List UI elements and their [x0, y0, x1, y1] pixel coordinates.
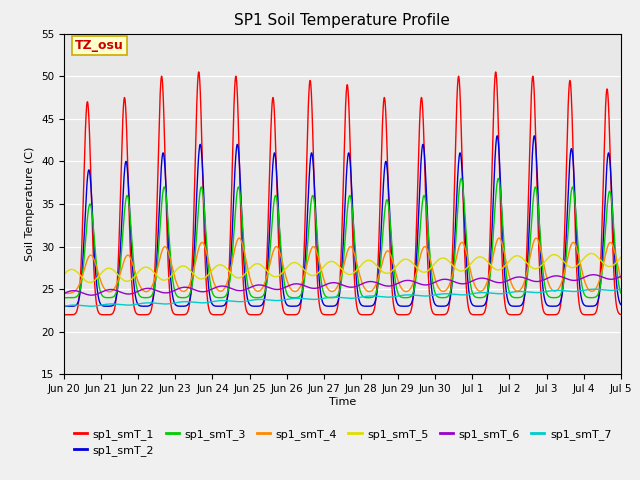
X-axis label: Time: Time — [329, 397, 356, 407]
sp1_smT_1 — [616, 312, 624, 317]
sp1_smT_3 — [160, 184, 168, 190]
sp1_smT_1 — [617, 312, 625, 317]
sp1_smT_7 — [86, 303, 94, 309]
sp1_smT_6 — [617, 274, 625, 279]
Title: SP1 Soil Temperature Profile: SP1 Soil Temperature Profile — [234, 13, 451, 28]
Y-axis label: Soil Temperature (C): Soil Temperature (C) — [26, 147, 35, 261]
sp1_smT_6 — [436, 277, 444, 283]
sp1_smT_3 — [467, 286, 475, 291]
sp1_smT_6 — [60, 290, 68, 296]
sp1_smT_3 — [60, 295, 68, 300]
sp1_smT_7 — [60, 303, 68, 309]
sp1_smT_7 — [499, 291, 507, 297]
sp1_smT_4 — [322, 282, 330, 288]
sp1_smT_5 — [86, 279, 93, 285]
sp1_smT_3 — [617, 290, 625, 296]
sp1_smT_6 — [616, 274, 624, 279]
sp1_smT_5 — [616, 255, 624, 261]
sp1_smT_1 — [322, 312, 330, 318]
sp1_smT_3 — [322, 293, 330, 299]
sp1_smT_3 — [458, 176, 465, 181]
sp1_smT_7 — [322, 295, 330, 301]
sp1_smT_7 — [616, 287, 624, 292]
sp1_smT_5 — [161, 277, 168, 283]
sp1_smT_1 — [160, 119, 168, 125]
sp1_smT_5 — [467, 260, 475, 266]
sp1_smT_2 — [499, 235, 506, 241]
sp1_smT_5 — [617, 254, 625, 260]
sp1_smT_1 — [467, 311, 475, 317]
sp1_smT_2 — [531, 133, 538, 139]
sp1_smT_7 — [436, 291, 444, 297]
Line: sp1_smT_3: sp1_smT_3 — [64, 179, 621, 298]
sp1_smT_4 — [467, 271, 475, 277]
sp1_smT_7 — [467, 291, 475, 297]
sp1_smT_6 — [589, 272, 597, 277]
Line: sp1_smT_5: sp1_smT_5 — [64, 253, 621, 282]
sp1_smT_1 — [195, 69, 203, 75]
sp1_smT_4 — [236, 235, 243, 241]
sp1_smT_5 — [588, 251, 595, 256]
sp1_smT_6 — [322, 282, 330, 288]
sp1_smT_2 — [467, 300, 475, 305]
sp1_smT_4 — [616, 273, 624, 279]
Line: sp1_smT_2: sp1_smT_2 — [64, 136, 621, 306]
sp1_smT_3 — [499, 224, 507, 229]
Line: sp1_smT_7: sp1_smT_7 — [64, 289, 621, 306]
sp1_smT_4 — [160, 244, 168, 250]
sp1_smT_4 — [499, 243, 507, 249]
sp1_smT_4 — [60, 290, 68, 296]
sp1_smT_6 — [88, 292, 95, 298]
sp1_smT_5 — [60, 272, 68, 277]
sp1_smT_2 — [322, 303, 330, 309]
sp1_smT_3 — [436, 295, 444, 300]
Legend: sp1_smT_1, sp1_smT_2, sp1_smT_3, sp1_smT_4, sp1_smT_5, sp1_smT_6, sp1_smT_7: sp1_smT_1, sp1_smT_2, sp1_smT_3, sp1_smT… — [70, 424, 616, 460]
sp1_smT_6 — [467, 278, 475, 284]
sp1_smT_3 — [616, 288, 624, 294]
sp1_smT_6 — [499, 279, 507, 285]
sp1_smT_5 — [436, 256, 444, 262]
Line: sp1_smT_1: sp1_smT_1 — [64, 72, 621, 315]
Line: sp1_smT_6: sp1_smT_6 — [64, 275, 621, 295]
sp1_smT_1 — [499, 274, 507, 279]
Text: TZ_osu: TZ_osu — [75, 39, 124, 52]
sp1_smT_2 — [160, 154, 168, 160]
sp1_smT_6 — [161, 290, 168, 296]
sp1_smT_4 — [436, 287, 444, 293]
sp1_smT_1 — [436, 312, 444, 318]
sp1_smT_2 — [60, 303, 68, 309]
sp1_smT_5 — [499, 265, 507, 271]
sp1_smT_4 — [617, 276, 625, 281]
sp1_smT_2 — [436, 303, 444, 309]
Line: sp1_smT_4: sp1_smT_4 — [64, 238, 621, 293]
sp1_smT_1 — [60, 312, 68, 318]
sp1_smT_7 — [617, 286, 625, 292]
sp1_smT_7 — [161, 301, 168, 307]
sp1_smT_2 — [617, 301, 625, 307]
sp1_smT_5 — [322, 262, 330, 267]
sp1_smT_7 — [591, 286, 598, 292]
sp1_smT_2 — [616, 300, 624, 306]
